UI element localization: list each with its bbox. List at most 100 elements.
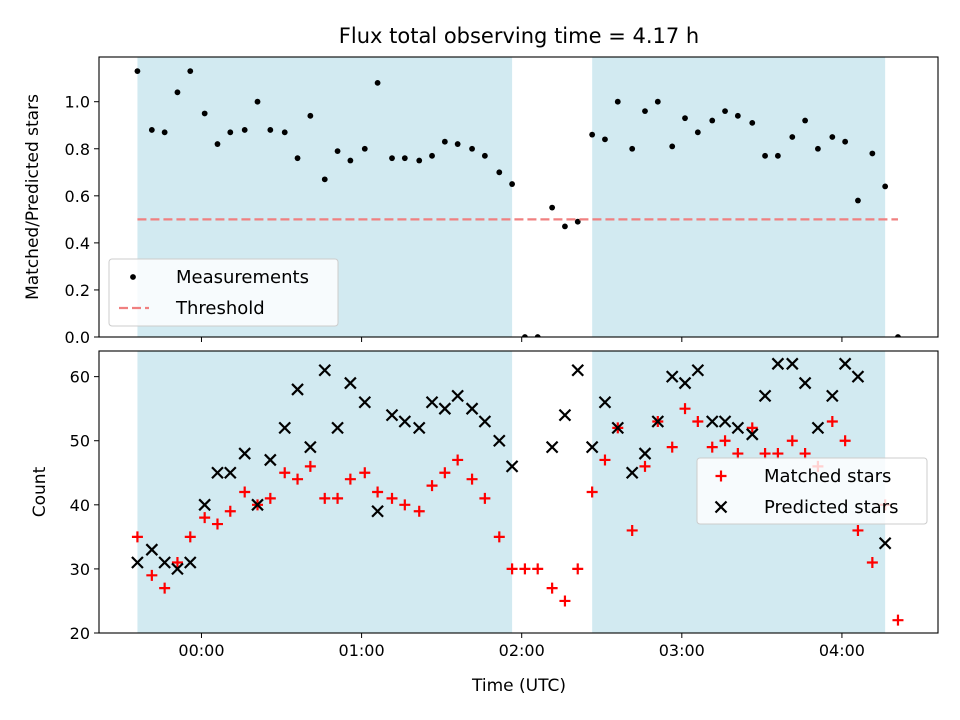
- data-point-x: [771, 357, 785, 371]
- data-point-dot: [709, 117, 716, 124]
- data-point-plus: [332, 492, 344, 504]
- data-point-dot: [722, 108, 728, 115]
- data-point-plus: [159, 582, 171, 594]
- data-point-dot: [429, 152, 435, 159]
- data-point-plus: [452, 454, 464, 466]
- data-point-dot: [174, 89, 181, 96]
- y-tick-label: 0.2: [65, 281, 90, 300]
- data-point-plus: [344, 473, 356, 485]
- y-tick-label: 30: [70, 560, 90, 579]
- data-point-plus: [171, 557, 183, 568]
- data-point-dot: [347, 157, 354, 164]
- data-point-plus: [786, 435, 798, 447]
- data-point-dot: [334, 148, 341, 155]
- x-axis-label: Time (UTC): [471, 676, 566, 696]
- data-point-x: [318, 363, 332, 377]
- data-point-plus: [626, 524, 638, 536]
- data-point-dot: [254, 98, 261, 105]
- data-point-plus: [532, 563, 544, 575]
- data-point-dot: [855, 197, 861, 204]
- data-point-x: [238, 447, 251, 460]
- data-point-dot: [374, 79, 381, 86]
- x-tick-label: 03:00: [659, 641, 705, 660]
- data-point-plus: [426, 480, 438, 492]
- data-point-x: [145, 543, 159, 556]
- data-point-x: [598, 395, 612, 409]
- data-point-x: [638, 447, 652, 460]
- data-point-plus: [386, 492, 398, 504]
- data-point-x: [183, 556, 197, 569]
- data-point-dot: [161, 129, 168, 136]
- data-point-plus: [839, 435, 851, 447]
- data-point-plus: [772, 448, 784, 460]
- data-point-dot: [682, 115, 688, 122]
- data-point-dot: [734, 112, 741, 119]
- data-point-plus: [184, 531, 196, 543]
- data-point-plus: [692, 416, 704, 427]
- data-point-x: [385, 408, 399, 422]
- data-point-dot: [281, 129, 288, 136]
- legend-box: [696, 457, 928, 525]
- data-point-x: [198, 498, 211, 512]
- y-tick-label: 60: [70, 368, 90, 387]
- data-point-plus: [559, 595, 571, 607]
- data-point-x: [718, 415, 732, 428]
- data-point-x: [625, 466, 639, 480]
- data-point-dot: [749, 119, 756, 126]
- data-point-dot: [629, 145, 636, 152]
- data-point-plus: [826, 416, 838, 427]
- data-point-dot: [481, 152, 488, 159]
- data-point-x: [478, 415, 492, 428]
- data-point-x: [878, 536, 892, 550]
- data-point-x: [264, 453, 277, 467]
- series-group: [131, 357, 904, 626]
- data-point-x: [851, 370, 865, 383]
- data-point-dot: [201, 110, 208, 117]
- data-point-dot: [441, 138, 448, 145]
- data-point-dot: [574, 218, 581, 225]
- data-point-plus: [264, 492, 276, 504]
- data-point-dot: [829, 134, 836, 140]
- x-tick-label: 01:00: [339, 641, 385, 660]
- legend: Measurements Threshold: [108, 258, 339, 327]
- legend-label: Threshold: [175, 298, 265, 319]
- data-point-x: [398, 415, 412, 428]
- data-point-plus: [493, 531, 505, 543]
- y-tick-label: 40: [70, 496, 90, 515]
- data-point-dot: [802, 117, 809, 124]
- y-axis-label: Count: [30, 466, 50, 517]
- data-point-dot: [534, 334, 541, 337]
- data-point-dot: [562, 223, 568, 230]
- data-point-x: [786, 357, 799, 371]
- chart-title: Flux total observing time = 4.17 h: [339, 24, 699, 48]
- data-point-dot: [882, 183, 889, 190]
- data-point-x: [251, 498, 264, 512]
- data-point-dot: [214, 141, 221, 147]
- data-point-plus: [279, 467, 291, 479]
- data-point-plus: [719, 435, 731, 447]
- data-point-dot: [694, 129, 701, 136]
- legend-marker: [714, 500, 728, 514]
- count-panel: 20 30 40 50 60 00:00 01:00 02:00 03:00 04:00 Count…: [30, 350, 939, 660]
- data-point-plus: [359, 467, 371, 479]
- data-point-x: [731, 421, 745, 435]
- data-point-dot: [762, 152, 768, 159]
- data-point-dot: [642, 108, 648, 115]
- data-point-plus: [466, 473, 478, 485]
- data-point-plus: [732, 448, 744, 460]
- data-point-x: [425, 395, 439, 409]
- data-point-dot: [669, 143, 676, 150]
- data-point-x: [331, 421, 344, 435]
- data-point-plus: [866, 557, 878, 568]
- data-point-x: [705, 415, 719, 428]
- data-point-dot: [602, 136, 608, 143]
- data-point-plus: [239, 486, 251, 498]
- data-point-plus: [759, 448, 771, 460]
- data-point-x: [611, 421, 625, 435]
- ratio-panel: 0.0 0.2 0.4 0.6 0.8 1.0 Matched/Predicted star…: [23, 56, 939, 347]
- data-point-dot: [774, 152, 781, 159]
- data-point-x: [691, 363, 705, 377]
- legend-marker: [130, 274, 136, 280]
